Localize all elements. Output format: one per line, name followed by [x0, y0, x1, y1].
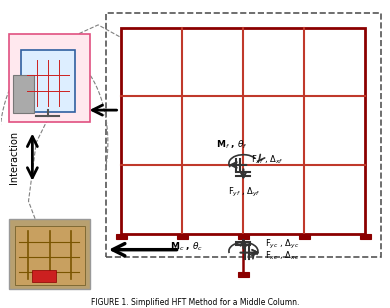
- Text: F$_{xf}$ , $\Delta_{xf}$: F$_{xf}$ , $\Delta_{xf}$: [251, 153, 284, 165]
- Text: M$_f$ , $\theta_f$: M$_f$ , $\theta_f$: [216, 138, 248, 151]
- Bar: [32, 270, 56, 282]
- Text: FIGURE 1. Simplified HFT Method for a Middle Column.: FIGURE 1. Simplified HFT Method for a Mi…: [91, 298, 299, 307]
- Bar: [121, 28, 365, 233]
- FancyBboxPatch shape: [13, 75, 34, 113]
- Bar: [360, 233, 371, 239]
- Bar: [299, 233, 310, 239]
- FancyBboxPatch shape: [15, 226, 85, 285]
- Text: F$_{xc}$ , $\Delta_{xc}$: F$_{xc}$ , $\Delta_{xc}$: [265, 249, 299, 262]
- Bar: [238, 272, 249, 277]
- Bar: [116, 233, 127, 239]
- Bar: [177, 233, 188, 239]
- FancyBboxPatch shape: [9, 219, 90, 289]
- Text: F$_{yf}$ , $\Delta_{yf}$: F$_{yf}$ , $\Delta_{yf}$: [228, 186, 261, 199]
- FancyBboxPatch shape: [21, 50, 75, 111]
- Text: M$_c$ , $\theta_c$: M$_c$ , $\theta_c$: [170, 241, 203, 253]
- Text: F$_{yc}$ , $\Delta_{yc}$: F$_{yc}$ , $\Delta_{yc}$: [265, 238, 299, 251]
- Bar: [238, 233, 249, 239]
- FancyBboxPatch shape: [9, 34, 90, 122]
- Text: Interaction: Interaction: [9, 131, 19, 184]
